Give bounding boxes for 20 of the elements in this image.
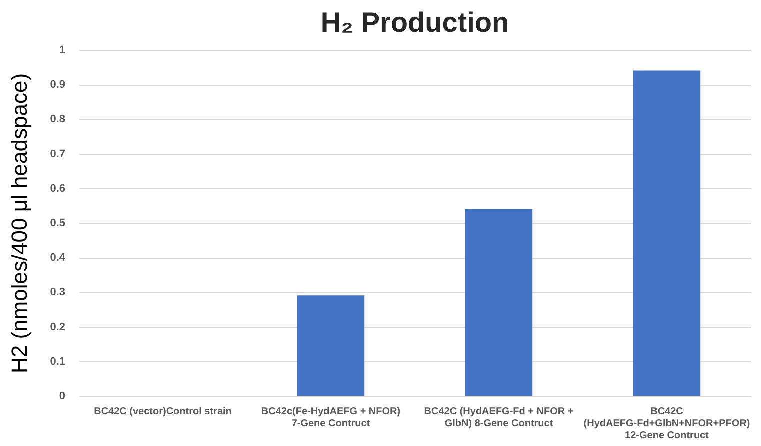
y-tick-label: 0.3 — [50, 286, 66, 299]
y-tick-label: 0.6 — [50, 182, 66, 195]
y-tick-label: 0.8 — [50, 114, 66, 126]
y-tick-label: 0.5 — [50, 218, 66, 230]
x-tick-label: BC42C (vector)Control strain — [94, 406, 232, 418]
y-tick-label: 0 — [59, 390, 66, 402]
y-tick-label: 0.1 — [50, 356, 66, 368]
x-tick-label: BC42C (HydAEFG-Fd+GlbN+NFOR+PFOR) 12-Gene Contruct — [584, 406, 750, 442]
x-tick-label: BC42C (HydAEFG-Fd + NFOR + GlbN) 8-Gene Contruct — [424, 406, 574, 430]
y-tick-label: 0.2 — [50, 321, 66, 334]
bar — [297, 296, 365, 396]
y-tick-label: 0.7 — [50, 148, 66, 160]
y-tick-label: 1 — [59, 44, 66, 56]
bar — [633, 70, 701, 396]
y-tick-label: 0.4 — [50, 252, 66, 264]
y-axis-title: H2 (nmoles/400 μl headspace) — [7, 73, 32, 374]
x-tick-label: BC42c(Fe-HydAEFG + NFOR) 7-Gene Contruct — [261, 406, 401, 430]
y-tick-label: 0.9 — [50, 79, 66, 92]
bar — [465, 209, 533, 396]
chart-title: H₂ Production — [320, 7, 510, 38]
